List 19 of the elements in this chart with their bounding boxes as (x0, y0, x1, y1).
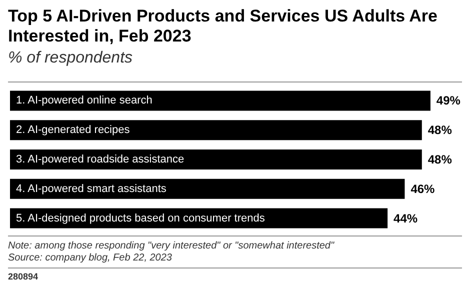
data-label: 48% (428, 123, 452, 138)
bar (10, 150, 422, 170)
data-label: 49% (436, 94, 461, 108)
bar (10, 178, 405, 199)
bar (10, 120, 422, 140)
chart-subtitle: % of respondents (8, 50, 133, 66)
y-tick-label: 5. AI-designed products based on consumer trends (16, 212, 266, 224)
y-tick-label: 2. AI-generated recipes (16, 124, 130, 136)
y-tick-label: 4. AI-powered smart assistants (16, 182, 167, 195)
y-tick-label: 1. AI-powered online search (16, 94, 152, 107)
text: 280894 (8, 272, 38, 282)
data-label: 44% (394, 211, 418, 226)
text: Note: among those responding "very interested" or "somewhat interested" (8, 240, 334, 252)
data-label: 48% (428, 152, 452, 166)
source-note: Source: company blog, Feb 22, 2023 (8, 252, 172, 264)
bar (10, 90, 430, 111)
chart-title: Top 5 AI-Driven Products and Services US Adults Are Interested in, Feb 2023 (8, 6, 442, 46)
data-label: 46% (410, 182, 436, 196)
y-tick-label: 3. AI-powered roadside assistance (16, 154, 184, 166)
